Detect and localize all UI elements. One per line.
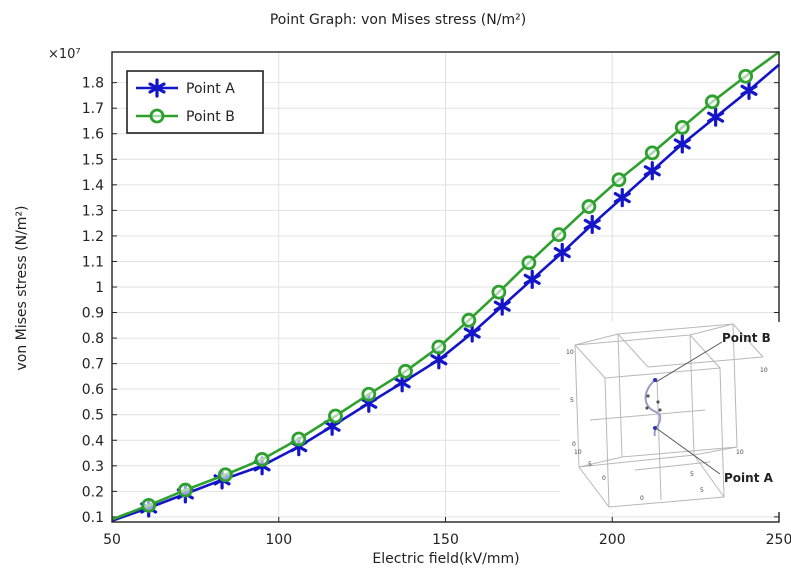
axis-ticks: 0.1 0.2 0.3 0.4 0.5 0.6 0.7 0.8 0.9 1 1.1 1.2 1.3 1.4… — [82, 76, 791, 548]
legend-item-point-b: Point B — [136, 108, 235, 125]
data-point-point-b — [328, 408, 343, 424]
y-tick-label: 0.2 — [82, 484, 104, 500]
inset-point-b-dot — [653, 378, 657, 382]
y-tick-label: 1.5 — [82, 152, 104, 168]
inset-specimen — [644, 378, 662, 437]
y-tick-label: 1.7 — [82, 101, 104, 117]
y-tick-label: 0.4 — [82, 433, 104, 449]
data-point-point-a — [673, 134, 691, 154]
inset-tick: 10 — [760, 367, 768, 374]
series-group — [111, 50, 780, 522]
y-tick-label: 1.3 — [82, 203, 104, 219]
x-axis-label: Electric field(kV/mm) — [372, 551, 519, 567]
data-point-point-a — [430, 350, 448, 370]
y-axis-label: von Mises stress (N/m²) — [14, 205, 30, 370]
data-point-point-b — [254, 452, 270, 467]
data-point-point-b — [141, 497, 157, 513]
inset-geometry-view: 10 5 0 10 5 0 5 10 0 5 10 Point B Point … — [560, 322, 781, 512]
series-point-b — [111, 50, 780, 521]
inset-leader-point-b — [655, 341, 723, 383]
data-point-point-a — [463, 323, 481, 343]
inset-tick: 5 — [570, 397, 574, 404]
y-tick-label: 0.6 — [82, 382, 104, 398]
inset-label-point-b: Point B — [722, 331, 771, 345]
data-point-point-a — [493, 296, 511, 316]
y-tick-label: 0.7 — [82, 357, 104, 373]
x-tick-label: 50 — [103, 532, 121, 548]
y-exponent-label: ×10⁷ — [48, 47, 81, 62]
chart-title: Point Graph: von Mises stress (N/m²) — [270, 12, 526, 28]
y-tick-label: 1.1 — [82, 254, 104, 270]
data-point-point-b — [644, 145, 660, 161]
data-point-point-b — [674, 119, 690, 135]
x-tick-label: 150 — [432, 532, 459, 548]
inset-point-a-dot — [653, 426, 657, 430]
data-point-point-a — [523, 269, 541, 289]
data-point-point-a — [553, 242, 571, 263]
legend: Point A Point B — [126, 70, 264, 134]
data-point-point-b — [217, 467, 233, 483]
legend-circle-marker — [149, 108, 165, 124]
legend-marker-point-a — [148, 78, 166, 98]
inset-tick: 5 — [700, 487, 704, 494]
y-tick-label: 0.9 — [82, 306, 104, 322]
y-tick-label: 1.4 — [82, 178, 104, 194]
data-point-point-b — [361, 386, 377, 402]
inset-wireframe-box — [574, 323, 764, 508]
inset-label-point-a: Point A — [724, 471, 774, 485]
x-tick-label: 250 — [766, 532, 791, 548]
y-tick-label: 0.8 — [82, 331, 104, 347]
inset-tick: 10 — [574, 449, 582, 456]
data-point-point-a — [613, 187, 631, 208]
data-point-point-a — [740, 80, 758, 100]
data-point-point-a — [583, 214, 601, 235]
inset-tick: 0 — [602, 475, 606, 482]
data-point-point-b — [291, 431, 307, 447]
inset-leader-point-a — [655, 427, 721, 475]
legend-asterisk-marker — [148, 78, 166, 98]
data-point-point-b — [461, 312, 477, 328]
inset-tick: 10 — [736, 449, 744, 456]
inset-tick: 0 — [640, 495, 644, 502]
y-tick-label: 1.8 — [82, 76, 104, 92]
data-point-point-b — [611, 172, 627, 188]
data-point-point-b — [521, 255, 537, 271]
data-point-point-a — [707, 107, 725, 127]
y-tick-label: 1.2 — [82, 229, 104, 245]
y-tick-label: 0.3 — [82, 459, 104, 475]
inset-tick: 0 — [572, 441, 576, 448]
data-point-point-a — [643, 161, 661, 181]
data-point-point-b — [704, 94, 720, 110]
y-tick-label: 1 — [95, 280, 104, 296]
legend-label-point-b: Point B — [186, 109, 235, 125]
data-point-point-b — [581, 199, 597, 214]
y-tick-label: 0.1 — [82, 510, 104, 526]
inset-tick: 5 — [588, 461, 592, 468]
data-point-point-b — [738, 68, 754, 84]
data-point-point-b — [491, 284, 507, 300]
data-point-point-b — [431, 339, 447, 355]
y-tick-label: 0.5 — [82, 408, 104, 424]
inset-tick: 10 — [566, 349, 574, 356]
inset-axis-ticks: 10 5 0 10 5 0 5 10 0 5 10 — [566, 349, 768, 502]
legend-marker-point-b — [149, 108, 165, 124]
data-point-point-b — [177, 482, 193, 498]
legend-box — [126, 70, 264, 134]
inset-tick: 5 — [690, 471, 694, 478]
x-tick-label: 200 — [599, 532, 626, 548]
legend-item-point-a: Point A — [136, 78, 235, 98]
inset-background — [560, 322, 781, 512]
plot-frame — [111, 51, 780, 523]
x-tick-label: 100 — [265, 532, 292, 548]
data-point-point-b — [398, 363, 413, 379]
data-point-point-b — [551, 227, 567, 243]
legend-label-point-a: Point A — [186, 81, 235, 97]
y-tick-label: 1.6 — [82, 127, 104, 143]
